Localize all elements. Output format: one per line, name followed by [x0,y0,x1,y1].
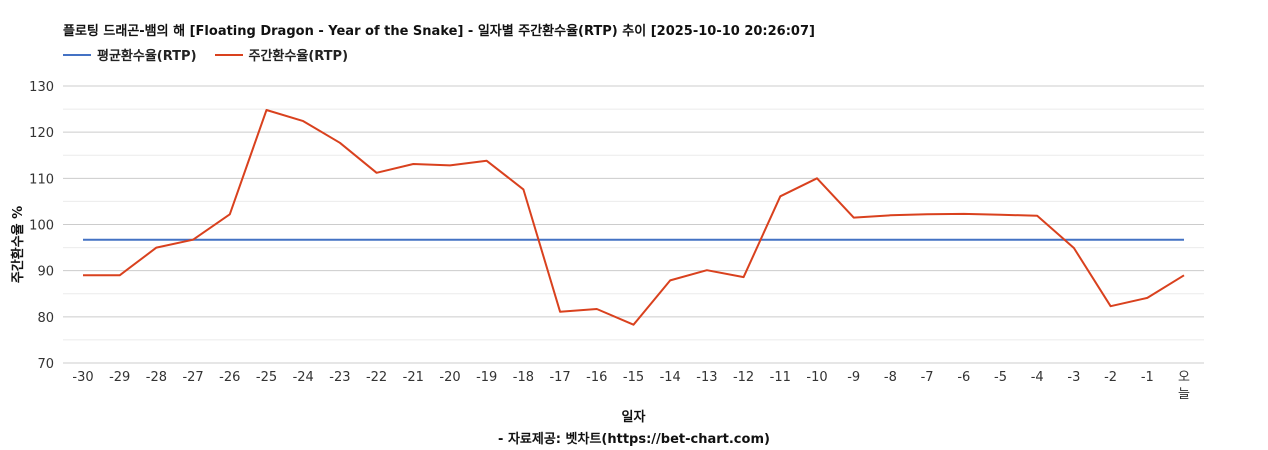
x-tick-label: -25 [256,370,277,385]
x-tick-label: -27 [182,370,203,385]
source-credit: - 자료제공: 벳차트(https://bet-chart.com) [498,432,770,447]
x-tick-label: -29 [109,370,130,385]
x-tick-label: -19 [476,370,497,385]
y-tick-label: 120 [29,126,54,141]
y-tick-label: 90 [37,265,54,280]
x-tick-label: -13 [696,370,717,385]
x-tick-label: -8 [884,370,897,385]
series-line-weekly [83,109,1185,326]
x-tick-label: -20 [439,370,460,385]
x-tick-label: -2 [1104,370,1117,385]
y-tick-label: 100 [29,219,54,234]
legend-item-weekly[interactable]: 주간환수율(RTP) [214,45,349,64]
x-tick-label: -24 [293,370,314,385]
y-axis-title: 주간환수율 % [10,206,26,283]
legend-label-weekly: 주간환수율(RTP) [248,49,349,64]
x-tick-label: -17 [549,370,570,385]
x-tick-label: -30 [72,370,93,385]
x-tick-label: -11 [770,370,791,385]
legend-swatch-weekly [214,53,243,56]
x-tick-label: -16 [586,370,607,385]
y-tick-label: 110 [29,172,54,187]
x-tick-label: -15 [623,370,644,385]
x-tick-label: -3 [1067,370,1080,385]
page-title: 플로팅 드래곤-뱀의 해 [Floating Dragon - Year of … [63,24,815,39]
x-tick-label: -12 [733,370,754,385]
x-tick-label: -1 [1141,370,1154,385]
x-tick-label: -18 [513,370,534,385]
x-tick-label: -26 [219,370,240,385]
x-tick-label: -21 [403,370,424,385]
y-tick-label: 130 [29,80,54,95]
legend-item-average[interactable]: 평균환수율(RTP) [63,45,197,64]
y-tick-label: 80 [37,311,54,326]
x-tick-label: -22 [366,370,387,385]
x-tick-label: -7 [921,370,934,385]
x-tick-label: -5 [994,370,1007,385]
legend-swatch-average [63,53,91,56]
x-tick-label: -28 [146,370,167,385]
x-tick-label: -14 [660,370,681,385]
x-tick-label: -4 [1031,370,1044,385]
x-tick-label: -6 [957,370,970,385]
x-tick-label: -10 [806,370,827,385]
legend-label-average: 평균환수율(RTP) [97,49,197,64]
chart-legend: 평균환수율(RTP) 주간환수율(RTP) [63,45,348,64]
x-axis-title: 일자 [622,410,646,425]
y-tick-label: 70 [37,357,54,372]
x-tick-label: -23 [329,370,350,385]
x-tick-label: -9 [847,370,860,385]
